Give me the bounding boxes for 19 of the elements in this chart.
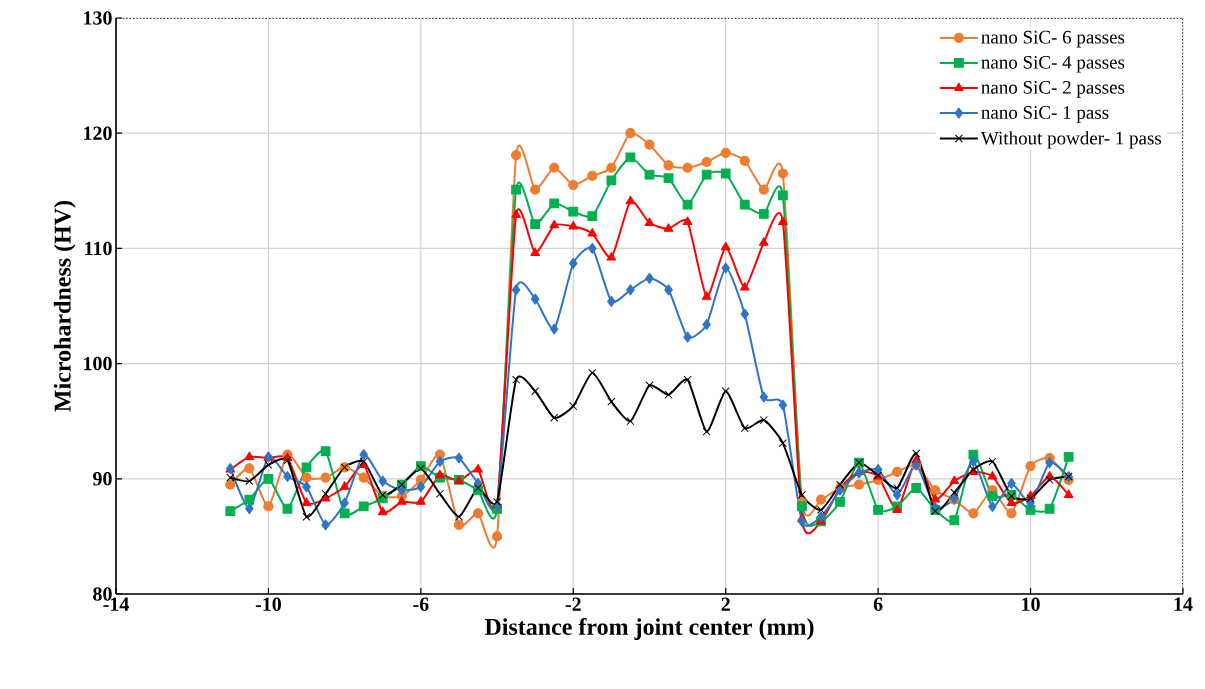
y-tick-label: 120 bbox=[84, 126, 112, 140]
legend-label: nano SiC- 2 passes bbox=[981, 81, 1125, 98]
x-tick-label: 6 bbox=[873, 597, 883, 611]
y-tick-label: 90 bbox=[93, 472, 112, 486]
y-tick-label: 110 bbox=[85, 241, 112, 256]
x-tick-label: 14 bbox=[1174, 597, 1193, 611]
legend-label: nano SiC- 4 passes bbox=[981, 55, 1125, 73]
x-axis-title: Distance from joint center (mm) bbox=[484, 617, 814, 640]
x-tick-label: 10 bbox=[1022, 597, 1040, 612]
legend-label: nano SiC- 6 passes bbox=[981, 30, 1125, 48]
y-tick-label: 100 bbox=[84, 356, 112, 371]
x-tick-label: -6 bbox=[413, 597, 429, 611]
y-tick-label: 130 bbox=[84, 11, 112, 25]
legend-label: nano SiC- 1 pass bbox=[981, 106, 1109, 123]
y-axis-title: Microhardness (HV) bbox=[53, 200, 76, 412]
x-tick-label: -2 bbox=[565, 597, 581, 611]
legend-label: Without powder- 1 pass bbox=[980, 131, 1162, 149]
x-tick-label: -10 bbox=[255, 597, 281, 612]
x-tick-label: 2 bbox=[721, 597, 730, 611]
